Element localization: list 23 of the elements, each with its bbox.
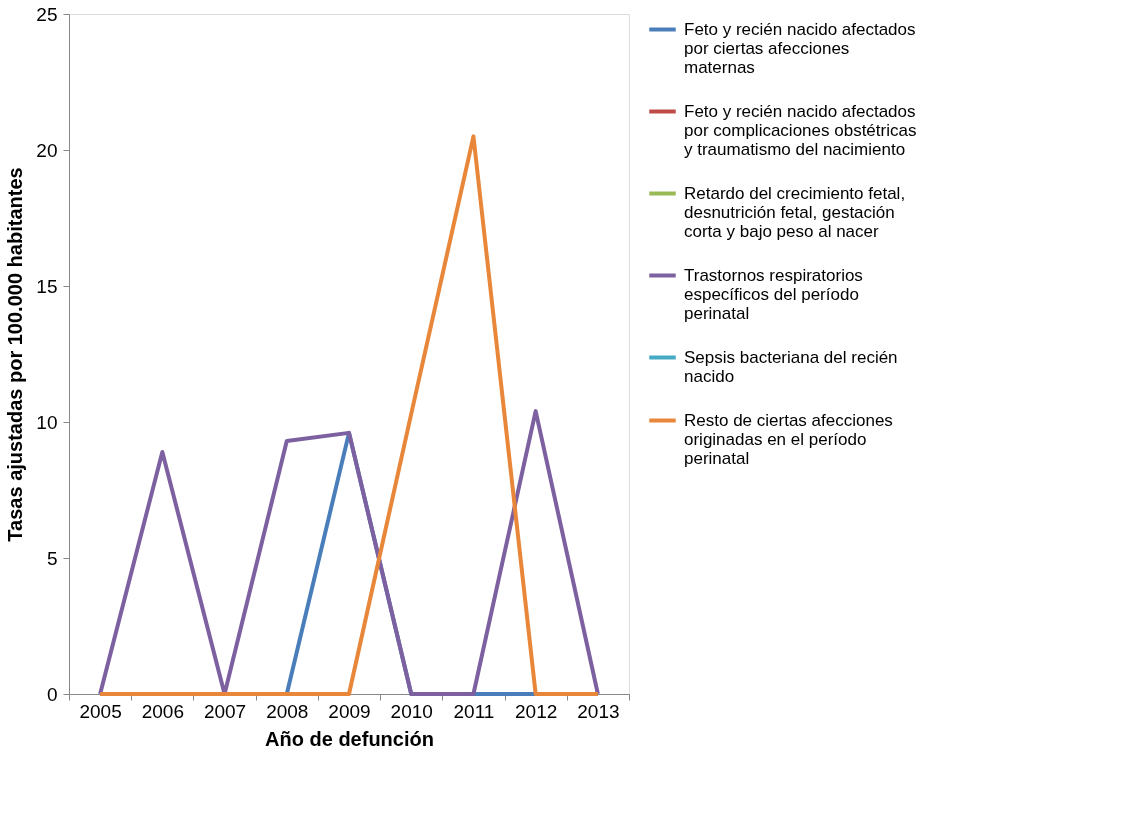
y-tick-label: 0 [46,683,58,705]
legend-label: Feto y recién nacido afectados por ciertas afecciones maternas [684,19,916,77]
x-tick-label: 2010 [390,700,433,722]
legend-label: Sepsis bacteriana del recién nacido [684,347,898,386]
x-axis-title: Año de defunción [265,727,434,750]
y-axis-title: Tasas ajustadas por 100.000 habitantes [4,167,27,542]
y-tick-label: 10 [36,411,58,433]
x-tick-label: 2013 [577,700,620,722]
x-tick-label: 2009 [328,700,371,722]
y-tick-label: 25 [36,3,58,25]
x-tick-label: 2007 [203,700,247,722]
x-tick-label: 2005 [79,700,122,722]
legend-label: Retardo del crecimiento fetal, desnutrición fetal, gestación corta y bajo peso al nacer [684,183,906,241]
legend-label: Feto y recién nacido afectados por complicaciones obstétricas y traumatismo del nacimiento [684,101,917,159]
y-tick-label: 15 [36,275,58,297]
x-tick-label: 2006 [141,700,184,722]
legend-label: Resto de ciertas afecciones originadas en el período perinatal [684,410,893,468]
x-tick-label: 2008 [266,700,309,722]
y-tick-label: 5 [46,547,58,569]
x-tick-label: 2012 [515,700,558,722]
x-tick-label: 2011 [453,700,495,722]
y-tick-label: 20 [36,139,58,161]
legend-label: Trastornos respiratorios específicos del período perinatal [684,265,863,323]
